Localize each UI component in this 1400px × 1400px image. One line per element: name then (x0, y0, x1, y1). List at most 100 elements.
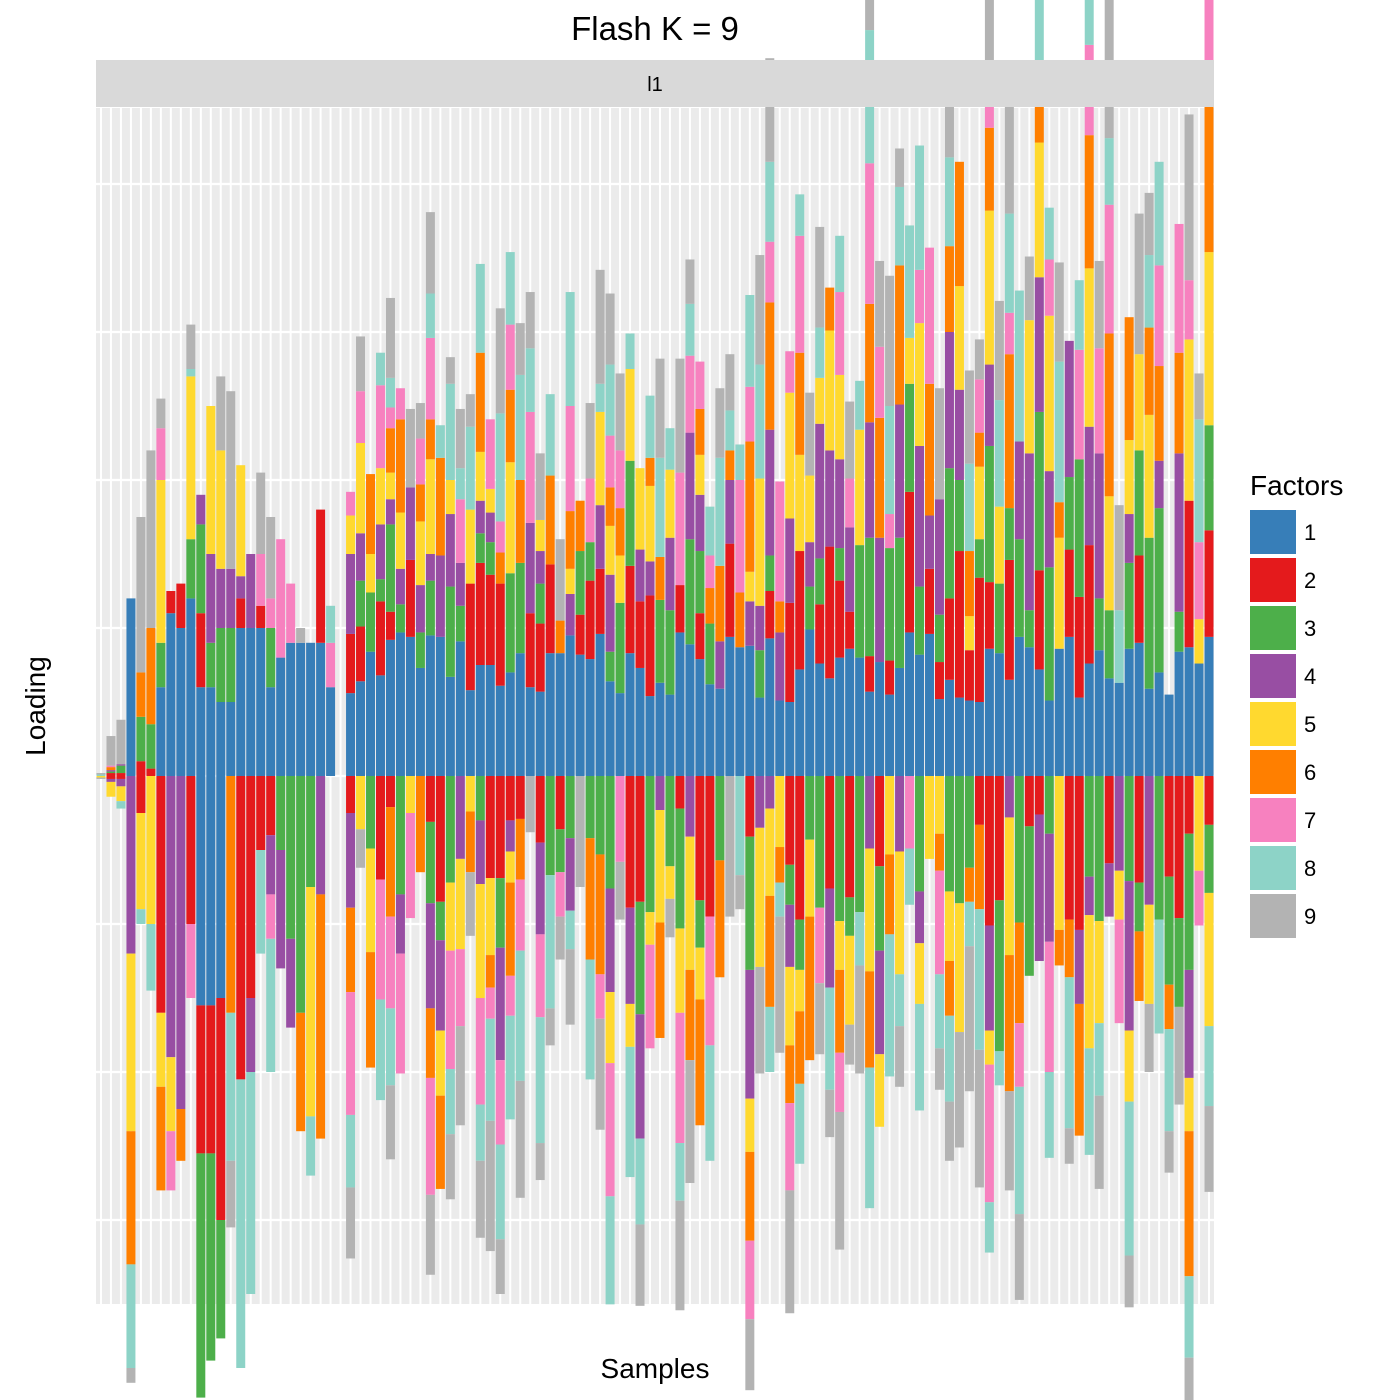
bar-segment (505, 573, 515, 673)
facet-strip (96, 60, 1214, 107)
bar-segment (555, 829, 565, 873)
bar-segment (1154, 161, 1164, 266)
bar-segment (915, 145, 925, 270)
bar-segment (1104, 333, 1114, 497)
bar-segment (455, 562, 465, 606)
bar-segment (1124, 648, 1134, 776)
bar-segment (605, 651, 615, 682)
bar-segment (635, 1138, 645, 1225)
bar-segment (106, 767, 116, 771)
bar-segment (226, 1012, 236, 1161)
bar-segment (425, 635, 435, 776)
bar-segment (535, 1017, 545, 1144)
bar-segment (515, 562, 525, 654)
bar-segment (785, 864, 795, 905)
bar-segment (1124, 1101, 1134, 1256)
bar-segment (835, 1111, 845, 1250)
bar-segment (715, 457, 725, 566)
bar-segment (535, 842, 545, 935)
bar-segment (266, 776, 276, 836)
bar-segment (1144, 414, 1154, 538)
bar-segment (515, 879, 525, 951)
bar-segment (385, 472, 395, 500)
bar-segment (1084, 0, 1094, 45)
bar-segment (1174, 651, 1184, 776)
bar-segment (595, 411, 605, 506)
bar-segment (725, 543, 735, 637)
bar-segment (1054, 776, 1064, 930)
bar-segment (156, 480, 166, 643)
bar-segment (206, 554, 216, 643)
bar-segment (805, 392, 815, 476)
bar-segment (1144, 904, 1154, 1004)
bar-segment (1154, 366, 1164, 461)
bar-segment (495, 776, 505, 879)
bar-segment (625, 333, 635, 369)
bar-segment (1094, 453, 1104, 599)
bar-segment (146, 776, 156, 924)
bar-segment (755, 255, 765, 365)
bar-segment (1204, 530, 1214, 637)
bar-segment (1064, 1128, 1074, 1164)
bar-segment (575, 500, 585, 552)
bar-segment (216, 568, 226, 628)
bar-segment (266, 598, 276, 628)
bar-segment (685, 539, 695, 645)
bar-segment (385, 524, 395, 612)
bar-segment (1094, 1023, 1104, 1096)
bar-segment (685, 836, 695, 970)
bar-segment (954, 551, 964, 698)
bar-segment (595, 633, 605, 776)
legend-swatch (1250, 894, 1296, 938)
bar-segment (935, 614, 944, 663)
bar-segment (395, 568, 405, 605)
bar-segment (106, 781, 116, 797)
bar-segment (885, 694, 895, 776)
bar-segment (915, 445, 925, 587)
bar-segment (835, 969, 845, 1053)
bar-segment (974, 702, 984, 776)
bar-segment (1034, 776, 1044, 815)
bar-segment (405, 487, 415, 560)
bar-segment (1014, 636, 1024, 776)
bar-segment (276, 539, 286, 658)
bar-segment (645, 696, 655, 776)
bar-segment (795, 669, 805, 776)
bar-segment (306, 1116, 316, 1176)
bar-segment (126, 1368, 136, 1383)
bar-segment (425, 580, 435, 636)
bar-segment (485, 542, 495, 575)
bar-segment (515, 818, 525, 880)
bar-segment (595, 1018, 605, 1130)
bar-segment (385, 611, 395, 640)
bar-segment (1144, 776, 1154, 905)
bar-segment (226, 1160, 236, 1228)
bar-segment (835, 235, 845, 293)
bar-segment (435, 901, 445, 941)
bar-segment (1004, 508, 1014, 560)
bar-segment (1124, 1030, 1134, 1102)
bar-segment (695, 776, 705, 901)
bar-segment (735, 647, 745, 776)
bar-segment (565, 838, 575, 911)
bar-segment (625, 653, 635, 776)
bar-segment (795, 919, 805, 970)
bar-segment (495, 878, 505, 948)
bar-segment (206, 776, 216, 1006)
bar-segment (1134, 776, 1144, 883)
bar-segment (865, 303, 875, 423)
bar-segment (685, 259, 695, 304)
bar-segment (1184, 114, 1194, 281)
bar-segment (625, 907, 635, 1004)
bar-segment (625, 460, 635, 566)
bar-segment (1104, 610, 1114, 679)
bar-segment (366, 848, 375, 953)
bar-segment (435, 636, 445, 776)
bar-segment (106, 770, 116, 772)
bar-segment (136, 909, 146, 924)
bar-segment (435, 1095, 445, 1189)
bar-segment (366, 474, 375, 554)
bar-segment (635, 776, 645, 902)
bar-segment (236, 598, 246, 628)
bar-segment (1004, 679, 1014, 776)
